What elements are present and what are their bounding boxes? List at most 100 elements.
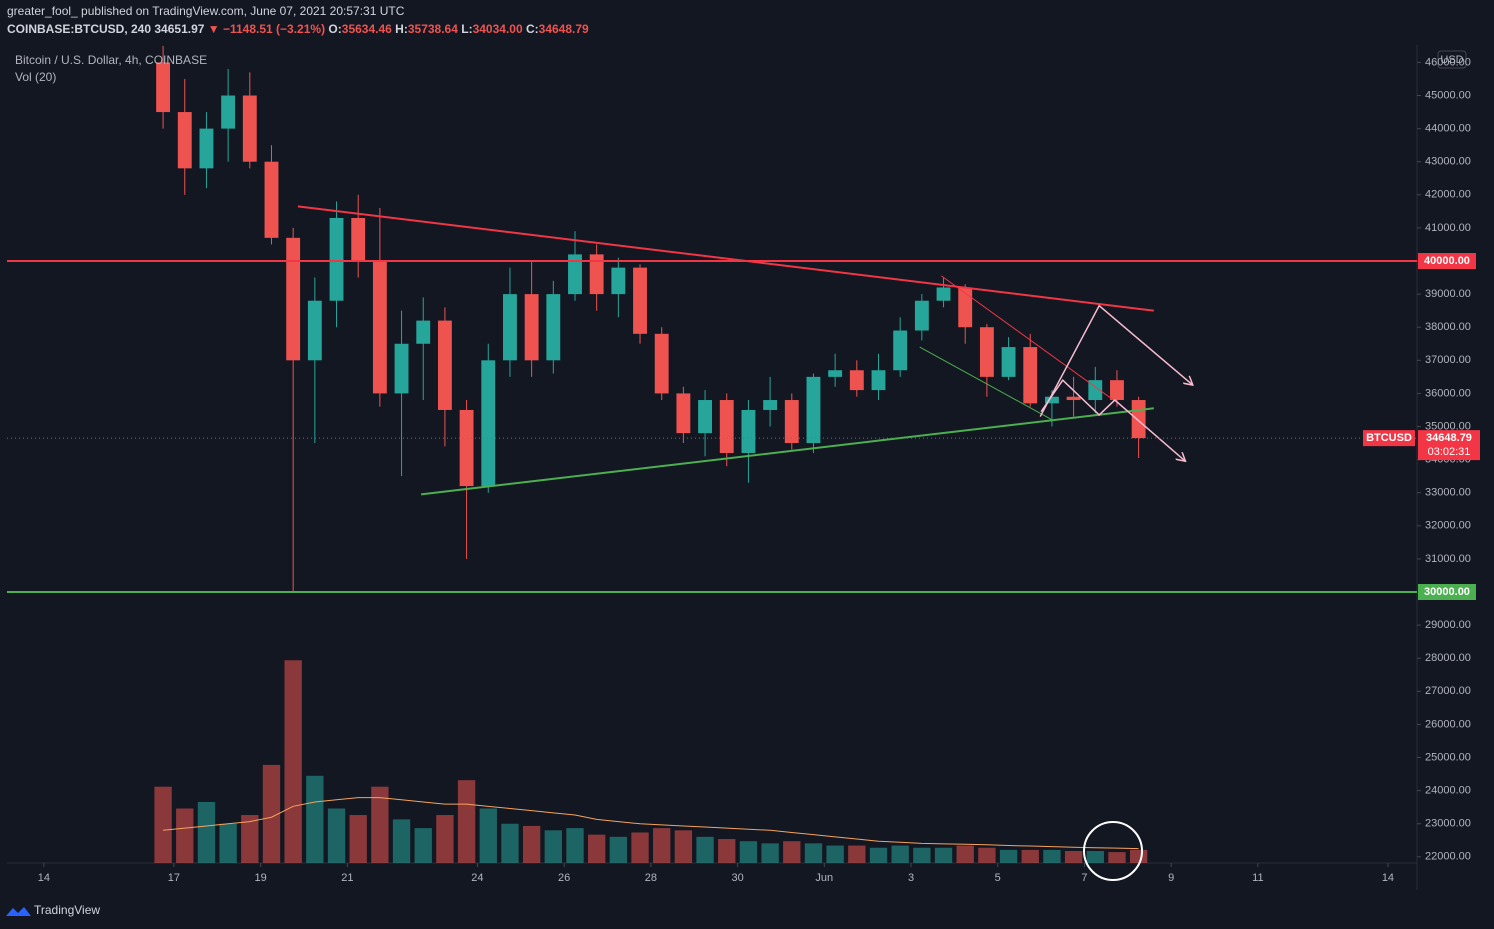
candle-body (221, 95, 236, 129)
brand: TradingView (6, 903, 100, 917)
volume-bar (631, 832, 649, 863)
x-tick-label: 17 (168, 872, 180, 884)
h-label: H: (395, 22, 408, 36)
candle-body (351, 217, 366, 262)
y-tick-label: 32000.00 (1425, 520, 1471, 532)
candle-body (524, 294, 539, 361)
volume-bar (913, 847, 931, 863)
trend-drawing (919, 346, 1055, 422)
volume-bar (956, 845, 974, 863)
x-tick-label: 14 (1382, 872, 1394, 884)
candle-body (307, 300, 322, 361)
candle-body (503, 294, 517, 361)
legend: Bitcoin / U.S. Dollar, 4h, COINBASE (15, 53, 207, 67)
volume-bar (349, 815, 367, 863)
candle-body (1023, 347, 1038, 404)
plot (7, 45, 1417, 863)
volume-bar (869, 847, 888, 863)
candle-body (979, 327, 994, 377)
level-label: 30000.00 (1424, 586, 1470, 598)
countdown: 03:02:31 (1428, 446, 1471, 458)
volume-bar (1021, 849, 1039, 863)
c-label: C: (526, 22, 539, 36)
y-tick-label: 35000.00 (1425, 420, 1471, 432)
volume-bar (609, 836, 628, 863)
publisher: greater_fool_ published on TradingView.c… (7, 4, 405, 18)
candle-body (329, 217, 344, 301)
candle-body (372, 261, 387, 394)
volume-bar (241, 815, 259, 863)
trend-drawing (941, 275, 1116, 402)
volume-bar (587, 834, 606, 863)
y-tick-label: 46000.00 (1425, 56, 1471, 68)
candle-body (589, 254, 604, 295)
volume-bar (978, 847, 996, 863)
candle-body (568, 254, 582, 295)
volume-bar (262, 764, 281, 863)
candle-body (871, 370, 886, 391)
trend-drawing (420, 407, 1154, 496)
y-tick-label: 23000.00 (1425, 818, 1471, 830)
y-tick-label: 24000.00 (1425, 785, 1471, 797)
candle-body (1066, 396, 1081, 401)
candle-body (698, 400, 712, 434)
y-tick-label: 25000.00 (1425, 751, 1471, 763)
y-tick-label: 41000.00 (1425, 222, 1471, 234)
volume-bar (501, 823, 519, 863)
x-tick-label: 11 (1252, 872, 1263, 884)
volume-bar (739, 841, 758, 863)
candle-body (459, 409, 474, 487)
x-tick-label: 24 (471, 872, 483, 884)
brand-name: TradingView (34, 903, 100, 917)
x-tick-label: 7 (1081, 872, 1087, 884)
volume-bar (197, 801, 216, 863)
volume-bar (327, 808, 346, 863)
trend-drawing (1039, 304, 1193, 417)
y-tick-label: 45000.00 (1425, 89, 1471, 101)
volume-bar (414, 828, 432, 863)
candle-body (286, 237, 301, 361)
volume-bar (154, 786, 172, 863)
volume-bar (891, 845, 909, 863)
candle-body (1131, 400, 1146, 439)
x-tick-label: 30 (731, 872, 743, 884)
volume-bar (371, 786, 389, 863)
currency-box[interactable] (1437, 50, 1467, 69)
volume-bar (674, 830, 693, 863)
currency: USD (1440, 54, 1463, 66)
volume-bar (1043, 849, 1061, 863)
l-label: L: (461, 22, 472, 36)
candle-body (849, 370, 864, 391)
volume-bar (934, 847, 953, 863)
x-tick-label: 9 (1168, 872, 1174, 884)
y-tick-label: 44000.00 (1425, 123, 1471, 135)
y-tick-label: 38000.00 (1425, 321, 1471, 333)
y-tick-label: 36000.00 (1425, 387, 1471, 399)
y-tick-label: 31000.00 (1425, 553, 1471, 565)
trend-drawing (297, 205, 1154, 312)
volume-bar (457, 780, 476, 863)
candle-body (416, 320, 431, 344)
volume-bar (848, 845, 866, 863)
y-tick-label: 28000.00 (1425, 652, 1471, 664)
candle-body (784, 400, 799, 444)
candle-body (242, 95, 257, 162)
volume-bar (566, 828, 584, 863)
volume-bar (176, 808, 194, 863)
x-tick-label: 19 (255, 872, 267, 884)
level-label-box (1418, 584, 1476, 601)
candle-body (394, 343, 409, 394)
candle-body (633, 267, 647, 334)
volume-bar (826, 845, 844, 863)
price: 34651.97 (154, 22, 204, 36)
x-tick-label: 14 (38, 872, 50, 884)
brand-logo (6, 907, 31, 916)
volume-bar (761, 843, 779, 863)
volume-bar (1129, 849, 1148, 863)
candle-body (199, 128, 214, 169)
y-tick-label: 42000.00 (1425, 189, 1471, 201)
candle-body (437, 320, 452, 410)
symbol: COINBASE:BTCUSD, 240 (7, 22, 151, 36)
y-tick-label: 29000.00 (1425, 619, 1471, 631)
